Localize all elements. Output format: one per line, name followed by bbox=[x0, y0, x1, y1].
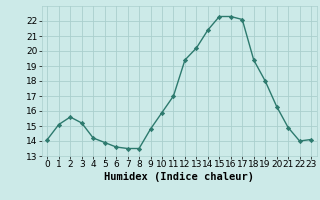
X-axis label: Humidex (Indice chaleur): Humidex (Indice chaleur) bbox=[104, 172, 254, 182]
